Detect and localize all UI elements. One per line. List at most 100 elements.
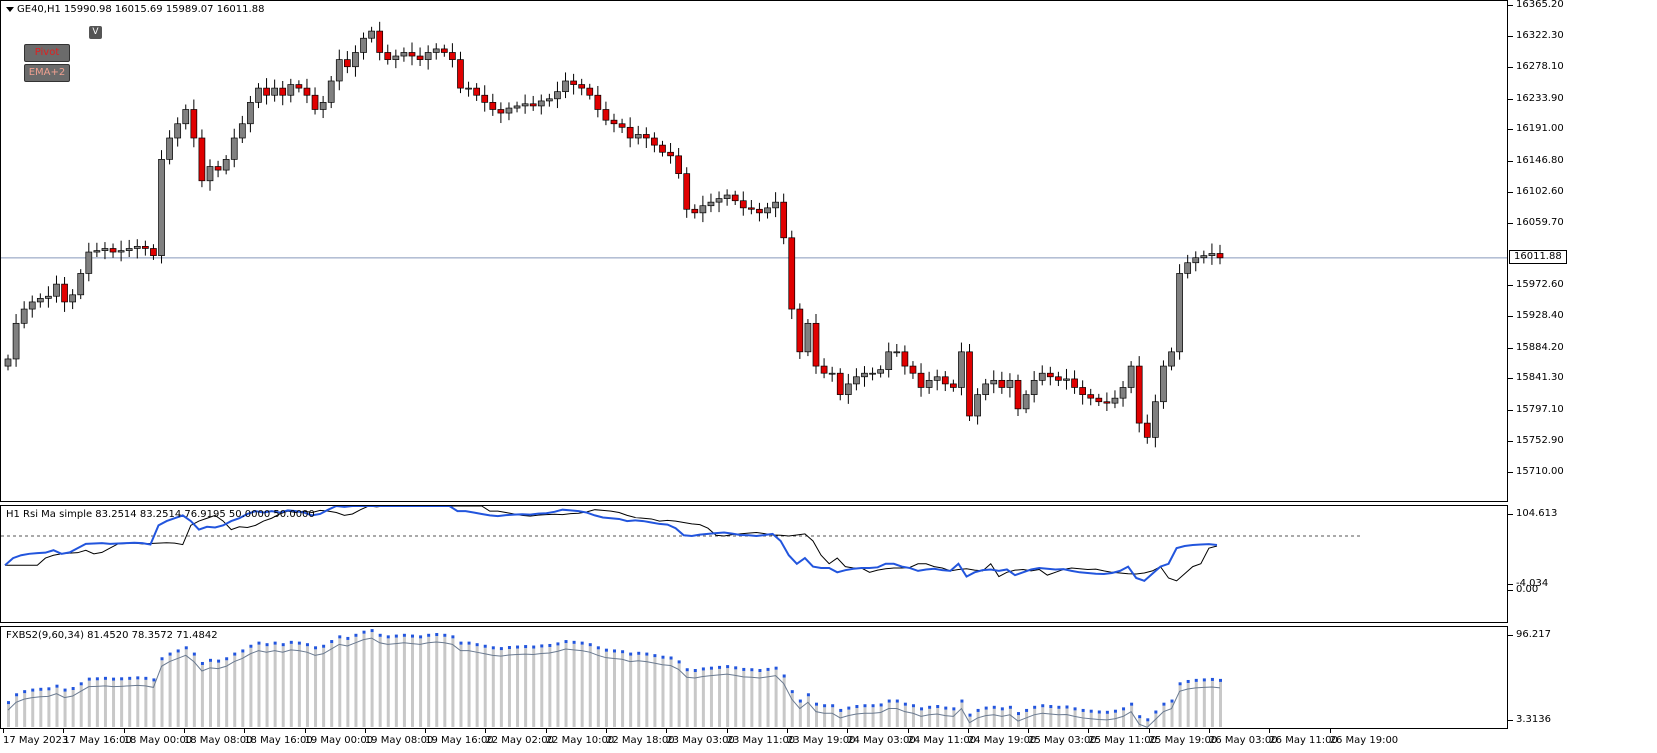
candle-body	[61, 283, 68, 303]
price-chart-pane[interactable]: GE40,H1 15990.98 16015.69 15989.07 16011…	[0, 0, 1508, 502]
candle	[950, 379, 957, 392]
fxbs-bar	[895, 702, 899, 727]
fxbs-dot	[144, 676, 148, 680]
candle	[933, 369, 941, 391]
candle-body	[974, 394, 981, 417]
fxbs-dot	[443, 633, 447, 637]
candle	[45, 286, 52, 308]
candle	[1095, 393, 1103, 407]
fxbs-bar	[952, 710, 956, 727]
candle-body	[376, 30, 384, 53]
candle-body	[570, 80, 577, 85]
candle	[764, 202, 771, 219]
candle-body	[311, 94, 319, 110]
candle	[1079, 380, 1086, 405]
fxbs-bar	[548, 646, 552, 727]
fxbs-bar	[257, 644, 261, 727]
candle	[1046, 366, 1054, 386]
candle	[424, 45, 432, 70]
rsi-axis[interactable]: 104.613 -4.034 0.00	[1507, 505, 1657, 623]
fxbs-dot	[411, 634, 414, 638]
candle-body	[295, 84, 303, 89]
fxbs-dot	[556, 642, 560, 646]
fxbs-dot	[79, 682, 83, 686]
ema-button[interactable]: EMA+2	[24, 64, 70, 82]
candle	[117, 240, 125, 262]
fxbs-dot	[766, 667, 770, 671]
candle	[295, 80, 303, 93]
candle-body	[150, 248, 157, 256]
fxbs-dot	[588, 643, 592, 647]
rsi-pane[interactable]: H1 Rsi Ma simple 83.2514 83.2514 76.9195…	[0, 505, 1508, 623]
fxbs-bar	[516, 648, 520, 727]
fxbs-bar	[1178, 685, 1182, 727]
time-tick-label: 19 May 08:00	[364, 729, 434, 746]
fxbs-bar	[604, 651, 608, 727]
fxbs-bar	[443, 636, 447, 727]
fxbs-dot	[71, 687, 75, 691]
fxbs-dot	[903, 702, 907, 706]
fxbs-dot	[1113, 709, 1117, 713]
candle-body	[440, 48, 448, 53]
fxbs-dot	[742, 667, 746, 671]
candle-body	[869, 372, 876, 375]
candle	[271, 79, 278, 102]
candle	[263, 78, 270, 105]
dropdown-triangle-icon[interactable]	[6, 6, 14, 12]
candle-body	[723, 194, 731, 199]
candle	[400, 47, 408, 62]
fxbs-axis[interactable]: 96.217 3.3136	[1508, 626, 1657, 729]
fxbs-bar	[330, 643, 334, 727]
fxbs-bar	[1170, 702, 1174, 727]
fxbs-dot	[637, 651, 641, 655]
candle	[739, 191, 747, 216]
candle-body	[85, 251, 93, 274]
candle-body	[158, 159, 165, 256]
pivot-button[interactable]: Pivot	[24, 44, 70, 62]
fxbs-dot	[532, 645, 536, 649]
fxbs-bar	[378, 636, 382, 727]
fxbs-dot	[718, 665, 722, 669]
candle	[1103, 392, 1111, 411]
candle-body	[1184, 262, 1192, 274]
candle-body	[1152, 401, 1159, 438]
candle	[77, 269, 85, 300]
fxbs-dot	[750, 668, 754, 672]
candle	[844, 373, 852, 404]
candle-body	[449, 52, 456, 60]
candle	[465, 81, 472, 97]
fxbs-dot	[95, 677, 99, 681]
candle	[12, 314, 20, 367]
candle	[659, 140, 666, 157]
fxbs-dot	[540, 644, 544, 648]
fxbs-dot	[152, 678, 156, 682]
time-axis[interactable]: 17 May 2023 17 May 16:00 18 May 00:00 18 Ma…	[0, 729, 1508, 753]
fxbs-bar	[621, 653, 625, 727]
fxbs-bar	[1105, 713, 1109, 727]
price-axis[interactable]: 16365.20 16322.30 16278.10 16233.90 16191.00…	[1508, 0, 1657, 502]
fxbs-dot	[338, 635, 342, 639]
time-tick-label: 19 May 16:00	[425, 729, 494, 746]
fxbs-pane[interactable]: FXBS2(9,60,34) 81.4520 78.3572 71.4842	[0, 626, 1508, 729]
candle-body	[1176, 273, 1183, 353]
candle	[1192, 251, 1200, 272]
fxbs-dot	[580, 641, 584, 645]
fxbs-dot	[281, 643, 285, 647]
fxbs-dot	[297, 641, 301, 645]
v-button[interactable]: V	[89, 26, 102, 39]
fxbs-bar	[144, 679, 148, 727]
fxbs-dot	[968, 713, 972, 717]
candle-body	[1095, 397, 1103, 403]
fxbs-dot	[217, 659, 221, 663]
fxbs-dot	[499, 647, 503, 651]
fxbs-dot	[984, 706, 988, 710]
price-tick-label: 16059.70	[1508, 216, 1564, 228]
fxbs-dot	[1154, 710, 1158, 714]
candle-body	[279, 87, 287, 96]
candle-body	[812, 322, 820, 367]
fxbs-bar	[1089, 712, 1093, 727]
fxbs-bar	[346, 639, 350, 727]
fxbs-bar	[475, 646, 479, 727]
fxbs-dot	[1105, 710, 1109, 714]
candlestick-chart[interactable]	[1, 1, 1507, 501]
